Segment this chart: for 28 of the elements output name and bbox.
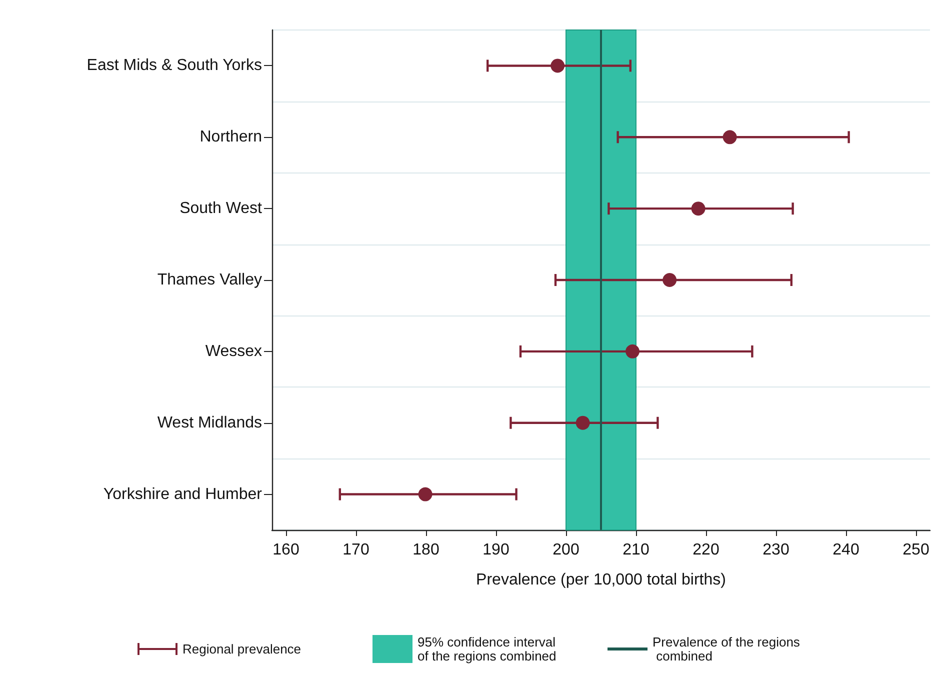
x-tick-label: 230: [762, 542, 790, 558]
x-tick-label: 250: [902, 542, 930, 558]
point: [662, 273, 677, 287]
point: [576, 416, 590, 430]
point: [722, 130, 737, 144]
x-tick-label: 210: [622, 542, 650, 558]
x-tick-label: 180: [412, 542, 440, 558]
legend-label: Prevalence of the regions combined: [652, 634, 800, 664]
y-tick-label: East Mids & South Yorks: [86, 57, 262, 74]
y-tick-label: Northern: [200, 128, 262, 146]
x-tick-label: 190: [482, 542, 510, 558]
point: [691, 202, 706, 216]
point: [626, 344, 640, 358]
x-axis-title: Prevalence (per 10,000 total births): [476, 572, 726, 588]
x-tick-label: 220: [692, 542, 720, 558]
x-tick-label: 240: [832, 542, 860, 558]
y-tick-label: Yorkshire and Humber: [103, 486, 263, 503]
point: [550, 58, 565, 73]
y-tick-label: Thames Valley: [157, 272, 262, 288]
point: [418, 487, 432, 502]
y-tick-label: Wessex: [205, 342, 262, 360]
legend-label: Regional prevalence: [182, 642, 302, 656]
x-tick-label: 160: [272, 542, 300, 558]
x-tick-label: 200: [552, 542, 580, 558]
y-tick-label: West Midlands: [157, 414, 262, 432]
y-tick-label: South West: [180, 200, 263, 218]
x-tick-label: 170: [342, 542, 370, 558]
legend-label: 95% confidence interval of the regions combined: [418, 634, 560, 664]
